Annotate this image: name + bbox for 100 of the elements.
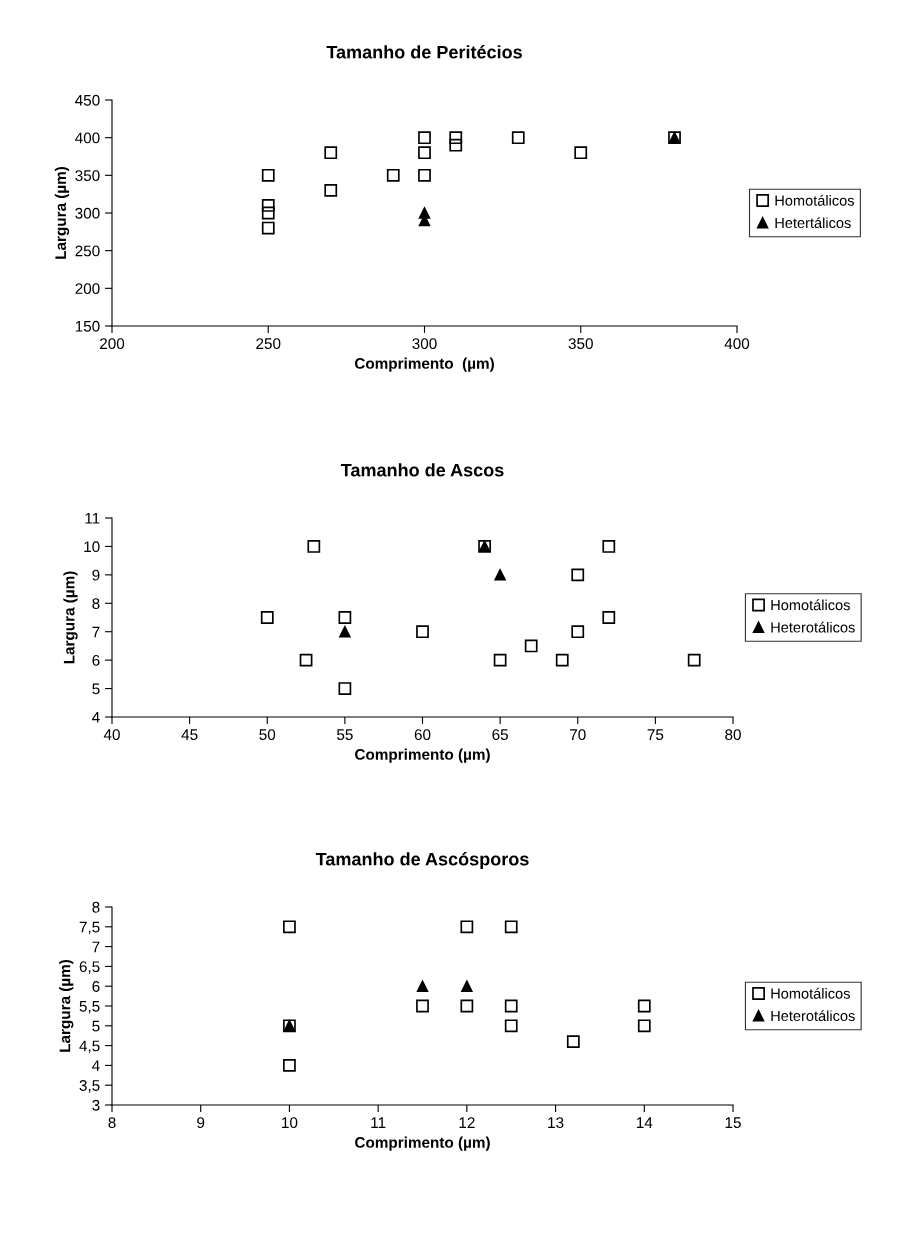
point: [555, 653, 569, 667]
point: [524, 639, 538, 653]
y-tick-label: 8: [92, 598, 100, 609]
x-tick-label: 300: [412, 338, 437, 350]
x-tick-label: 400: [724, 338, 750, 350]
x-axis-title: Comprimento (µm): [354, 357, 494, 372]
x-tick-label: 14: [636, 1117, 653, 1128]
point: [493, 653, 507, 667]
x-tick-label: 11: [371, 1117, 386, 1128]
point: [283, 1059, 296, 1072]
y-tick-label: 150: [75, 320, 100, 332]
y-tick-label: 4: [92, 712, 100, 723]
point: [260, 611, 274, 624]
point: [637, 999, 651, 1013]
y-axis-title: Largura (µm): [54, 166, 70, 259]
chart-title: Tamanho de Ascósporos: [315, 852, 529, 870]
point: [461, 980, 473, 992]
y-tick-label: 4,5: [79, 1040, 100, 1054]
point: [338, 611, 352, 624]
y-tick-label: 300: [75, 207, 100, 219]
x-tick-label: 250: [256, 338, 281, 350]
y-tick-label: 5: [92, 683, 100, 695]
y-tick-label: 400: [75, 132, 100, 144]
x-tick-label: 350: [568, 338, 593, 350]
point: [494, 569, 506, 581]
chart-title: Tamanho de Peritécios: [326, 45, 522, 59]
x-tick-label: 45: [181, 729, 198, 741]
y-tick-label: 200: [75, 283, 100, 295]
y-tick-label: 5,5: [79, 1001, 100, 1014]
point: [299, 653, 313, 667]
point: [324, 146, 338, 160]
y-tick-label: 450: [75, 94, 100, 106]
y-tick-label: 6: [92, 655, 100, 666]
point: [261, 206, 275, 220]
point: [504, 999, 518, 1013]
point: [449, 131, 463, 145]
point: [307, 540, 321, 553]
y-tick-label: 7,5: [79, 921, 100, 935]
point: [687, 653, 701, 667]
y-tick-label: 5: [92, 1020, 100, 1032]
x-tick-label: 40: [103, 729, 120, 741]
point: [416, 625, 429, 639]
y-tick-label: 9: [92, 569, 100, 581]
x-tick-label: 50: [259, 729, 276, 741]
x-axis-title: Comprimento (µm): [355, 748, 490, 763]
point: [261, 199, 275, 212]
point: [602, 611, 616, 624]
point: [283, 920, 296, 934]
point: [504, 920, 518, 934]
x-tick-label: 10: [282, 1117, 298, 1129]
legend-label: Hetertálicos: [775, 217, 851, 229]
x-tick-label: 60: [414, 729, 431, 741]
x-tick-label: 13: [548, 1117, 564, 1129]
point: [416, 980, 429, 992]
y-tick-label: 4: [92, 1060, 100, 1071]
point: [449, 138, 463, 152]
y-tick-label: 10: [84, 541, 100, 553]
x-axis-title: Comprimento (µm): [355, 1136, 490, 1151]
point: [460, 920, 474, 934]
legend-label: Homotálicos: [775, 194, 854, 206]
x-tick-label: 55: [336, 729, 353, 741]
point: [418, 131, 431, 145]
x-tick-label: 75: [647, 729, 664, 741]
y-tick-label: 3,5: [79, 1080, 100, 1093]
point: [566, 1035, 580, 1049]
point: [574, 146, 588, 160]
x-tick-label: 80: [725, 729, 741, 741]
legend-label: Heterotálicos: [771, 621, 855, 633]
point: [416, 999, 429, 1013]
chart-title: Tamanho de Ascos: [340, 463, 504, 477]
y-tick-label: 6: [92, 981, 100, 992]
y-tick-label: 8: [92, 901, 100, 913]
x-tick-label: 70: [570, 729, 586, 741]
x-tick-label: 8: [108, 1117, 116, 1129]
y-tick-label: 250: [75, 245, 100, 257]
y-tick-label: 7: [92, 626, 100, 638]
point: [386, 168, 400, 182]
y-axis-title: Largura (µm): [59, 959, 74, 1052]
x-tick-label: 200: [100, 338, 125, 350]
legend-label: Homotálicos: [771, 599, 850, 611]
point: [418, 146, 431, 160]
point: [324, 184, 338, 197]
y-tick-label: 7: [92, 941, 100, 953]
x-tick-label: 65: [492, 729, 508, 741]
y-axis-title: Largura (µm): [63, 571, 78, 664]
point: [261, 168, 275, 182]
point: [338, 682, 352, 695]
legend-label: Homotálicos: [771, 987, 850, 999]
y-tick-label: 3: [92, 1099, 100, 1111]
y-tick-label: 11: [85, 513, 100, 524]
point: [261, 221, 275, 235]
point: [418, 168, 431, 182]
point: [460, 999, 474, 1013]
point: [339, 626, 351, 638]
point: [504, 1019, 518, 1033]
point: [511, 131, 525, 145]
x-tick-label: 9: [197, 1117, 205, 1129]
legend-label: Heterotálicos: [771, 1010, 855, 1022]
x-tick-label: 12: [459, 1117, 475, 1128]
point: [602, 540, 616, 553]
